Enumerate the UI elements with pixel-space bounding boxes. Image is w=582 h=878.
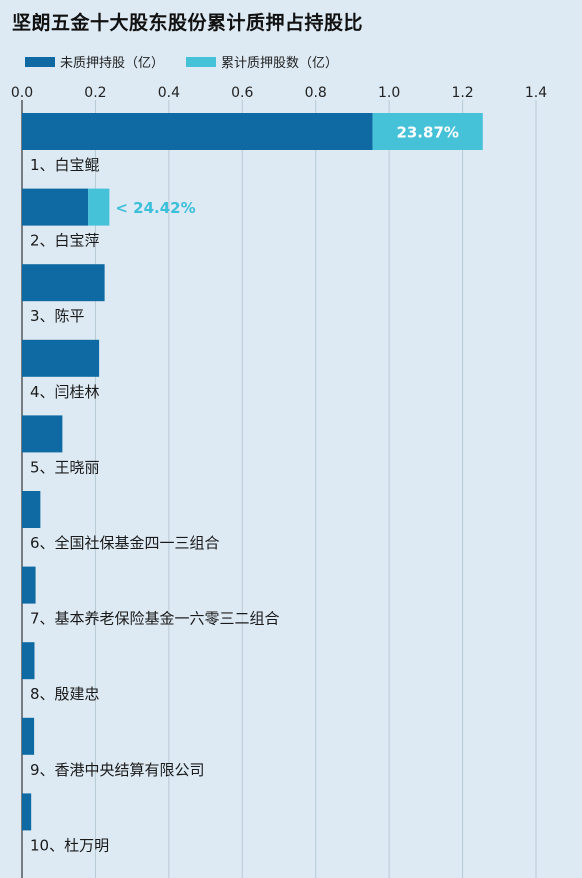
bar-unpledged bbox=[22, 642, 35, 680]
bar-pledged bbox=[88, 188, 110, 226]
category-label: 2、白宝萍 bbox=[30, 232, 100, 250]
bar-unpledged bbox=[22, 566, 36, 604]
legend-item-unpledged: 未质押持股（亿） bbox=[25, 52, 164, 71]
category-label: 6、全国社保基金四一三组合 bbox=[30, 534, 220, 552]
legend: 未质押持股（亿） 累计质押股数（亿） bbox=[25, 52, 360, 71]
legend-label-unpledged: 未质押持股（亿） bbox=[60, 56, 165, 71]
pledge-ratio-label: 23.87% bbox=[396, 124, 458, 142]
category-label: 7、基本养老保险基金一六零三二组合 bbox=[30, 610, 280, 628]
pledge-ratio-label: < 24.42% bbox=[115, 199, 195, 217]
x-tick-label: 1.0 bbox=[378, 85, 400, 101]
category-label: 10、杜万明 bbox=[30, 836, 109, 854]
bar-unpledged bbox=[22, 491, 41, 528]
legend-swatch-unpledged bbox=[25, 56, 55, 67]
bar-unpledged bbox=[22, 264, 105, 302]
category-label: 9、香港中央结算有限公司 bbox=[30, 761, 205, 779]
x-tick-label: 1.4 bbox=[525, 85, 547, 101]
bar-unpledged bbox=[22, 188, 89, 226]
legend-label-pledged: 累计质押股数（亿） bbox=[221, 56, 339, 71]
legend-swatch-pledged bbox=[186, 56, 217, 67]
bar-unpledged bbox=[22, 717, 35, 755]
x-tick-label: 1.2 bbox=[451, 85, 473, 101]
chart-title: 坚朗五金十大股东股份累计质押占持股比 bbox=[12, 12, 364, 34]
x-tick-label: 0.8 bbox=[305, 85, 327, 101]
x-tick-label: 0.4 bbox=[158, 85, 180, 101]
bar-unpledged bbox=[22, 793, 32, 831]
legend-item-pledged: 累计质押股数（亿） bbox=[186, 52, 338, 71]
category-label: 1、白宝鲲 bbox=[30, 156, 100, 174]
x-tick-label: 0.6 bbox=[231, 85, 253, 101]
bar-pledged bbox=[372, 113, 483, 150]
category-label: 8、殷建忠 bbox=[30, 685, 100, 703]
category-label: 5、王晓丽 bbox=[30, 458, 100, 476]
category-label: 3、陈平 bbox=[30, 307, 85, 325]
x-tick-label: 0.2 bbox=[84, 85, 106, 101]
category-label: 4、闫桂林 bbox=[30, 383, 100, 401]
bar-unpledged bbox=[22, 339, 100, 377]
bar-unpledged bbox=[22, 113, 373, 150]
x-tick-label: 0.0 bbox=[11, 85, 33, 101]
bar-unpledged bbox=[22, 415, 63, 453]
